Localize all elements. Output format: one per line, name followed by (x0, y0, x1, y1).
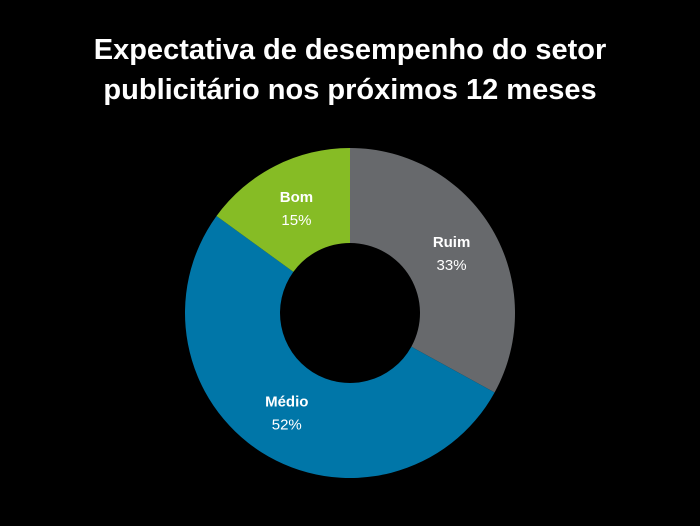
chart-title: Expectativa de desempenho do setor publi… (0, 30, 700, 110)
slice-value-bom: 15% (281, 212, 311, 229)
slice-label-ruim: Ruim (433, 234, 471, 251)
slice-medio (185, 216, 495, 478)
chart-title-line-2: publicitário nos próximos 12 meses (103, 74, 597, 106)
chart-title-line-1: Expectativa de desempenho do setor (93, 34, 607, 66)
slice-bom (216, 148, 350, 272)
slice-label-bom: Bom (280, 189, 313, 206)
slice-value-ruim: 33% (437, 257, 467, 274)
slice-label-medio: Médio (265, 394, 308, 411)
slice-value-medio: 52% (272, 417, 302, 434)
slice-ruim (350, 148, 515, 393)
